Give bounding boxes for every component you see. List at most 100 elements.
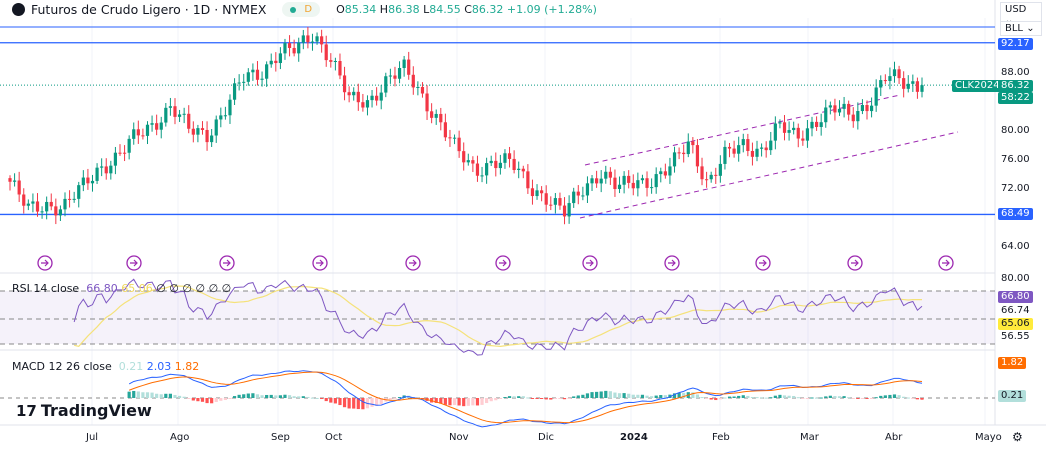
candle-body xyxy=(562,205,567,217)
candle-body xyxy=(223,115,227,117)
macd-histogram-bar xyxy=(902,396,906,398)
candle-body xyxy=(283,43,287,54)
rsi-legend[interactable]: RSI 14 close 66.80 65.06 ∅ ∅ ∅ ∅ ∅ ∅ xyxy=(12,282,232,295)
macd-line xyxy=(128,370,923,428)
event-arrow-icon xyxy=(668,259,676,267)
macd-histogram-bar xyxy=(723,397,727,399)
candle-body xyxy=(498,162,502,169)
candle-body xyxy=(915,81,920,92)
macd-histogram-bar xyxy=(155,393,159,398)
candle-body xyxy=(63,198,67,210)
candle-body xyxy=(507,153,512,159)
macd-histogram-bar xyxy=(462,398,466,407)
macd-histogram-bar xyxy=(581,394,585,398)
macd-histogram-bar xyxy=(287,395,292,398)
time-tick: Sep xyxy=(271,432,290,443)
macd-histogram-bar xyxy=(242,394,246,398)
market-status-badge[interactable]: D xyxy=(282,2,321,17)
macd-histogram-bar xyxy=(530,398,535,399)
macd-histogram-bar xyxy=(636,394,640,398)
candle-body xyxy=(897,69,901,79)
candle-body xyxy=(668,166,672,176)
candle-body xyxy=(627,175,631,183)
market-open-dot-icon xyxy=(290,6,297,13)
candle-body xyxy=(228,99,232,116)
macd-histogram-bar xyxy=(814,397,819,399)
macd-histogram-bar xyxy=(755,397,759,399)
macd-histogram-bar xyxy=(860,398,865,399)
candle-body xyxy=(576,191,580,196)
chart-settings-gear-icon[interactable]: ⚙ xyxy=(1012,430,1023,444)
candle-body xyxy=(475,163,480,176)
macd-histogram-bar xyxy=(260,395,264,398)
price-tick: 72.00 xyxy=(1001,183,1030,194)
candle-body xyxy=(448,137,452,139)
event-arrow-icon xyxy=(586,259,594,267)
candle-body xyxy=(856,111,860,122)
candle-body xyxy=(590,178,594,184)
candle-body xyxy=(155,123,159,130)
candle-body xyxy=(159,122,163,130)
candle-body xyxy=(750,150,755,157)
macd-histogram-bar xyxy=(677,392,681,398)
macd-histogram-bar xyxy=(663,395,667,398)
candle-body xyxy=(773,123,777,141)
unit-select[interactable]: BLL ⌄ xyxy=(1000,21,1042,36)
candle-body xyxy=(691,141,695,146)
candle-body xyxy=(489,160,493,164)
level-upper-tag: 92.17 xyxy=(998,38,1033,50)
macd-histogram-bar xyxy=(434,398,438,403)
candle-body xyxy=(787,130,791,133)
macd-histogram-bar xyxy=(879,395,883,398)
candle-body xyxy=(402,59,406,69)
candle-body xyxy=(869,105,874,112)
candle-body xyxy=(700,166,704,180)
macd-histogram-bar xyxy=(452,398,457,406)
candle-body xyxy=(439,113,443,123)
macd-legend[interactable]: MACD 12 26 close 0.21 2.03 1.82 xyxy=(12,360,200,373)
macd-histogram-bar xyxy=(837,396,842,398)
candle-body xyxy=(613,177,617,190)
candle-body xyxy=(420,86,425,94)
candle-body xyxy=(274,60,278,64)
countdown-tag: 58:22 xyxy=(998,92,1033,104)
macd-histogram-bar xyxy=(700,397,704,399)
candle-body xyxy=(132,129,136,139)
candle-body xyxy=(141,135,145,137)
macd-histogram-bar xyxy=(631,394,635,398)
macd-histogram-bar xyxy=(590,392,594,398)
macd-histogram-bar xyxy=(659,395,663,398)
macd-histogram-bar xyxy=(512,396,516,398)
macd-histogram-bar xyxy=(187,398,191,399)
candle-body xyxy=(558,198,562,206)
macd-histogram-bar xyxy=(283,394,287,398)
candle-body xyxy=(265,64,269,79)
macd-histogram-bar xyxy=(297,396,301,398)
channel-upper-line xyxy=(584,94,901,166)
macd-histogram-bar xyxy=(507,396,512,398)
candle-body xyxy=(599,178,603,184)
macd-histogram-bar xyxy=(695,394,700,398)
macd-histogram-bar xyxy=(718,398,722,400)
candle-body xyxy=(617,184,622,190)
macd-histogram-bar xyxy=(443,398,447,405)
candle-body xyxy=(902,78,906,89)
macd-histogram-bar xyxy=(668,394,672,398)
candle-body xyxy=(709,174,713,180)
tradingview-logo[interactable]: 𝟭𝟳 TradingView xyxy=(16,401,152,420)
macd-histogram-bar xyxy=(769,397,773,399)
candle-body xyxy=(842,103,846,109)
level-lower-tag: 68.49 xyxy=(998,208,1033,220)
macd-histogram-bar xyxy=(709,398,713,400)
macd-histogram-bar xyxy=(489,398,493,402)
candle-body xyxy=(622,175,626,185)
symbol-title[interactable]: Futuros de Crudo Ligero · 1D · NYMEX xyxy=(31,2,267,17)
candle-body xyxy=(737,145,741,154)
macd-histogram-bar xyxy=(292,396,296,398)
candle-body xyxy=(810,121,814,129)
macd-histogram-bar xyxy=(801,398,805,399)
candle-body xyxy=(168,106,173,108)
macd-histogram-bar xyxy=(269,394,273,398)
candle-body xyxy=(306,35,310,43)
